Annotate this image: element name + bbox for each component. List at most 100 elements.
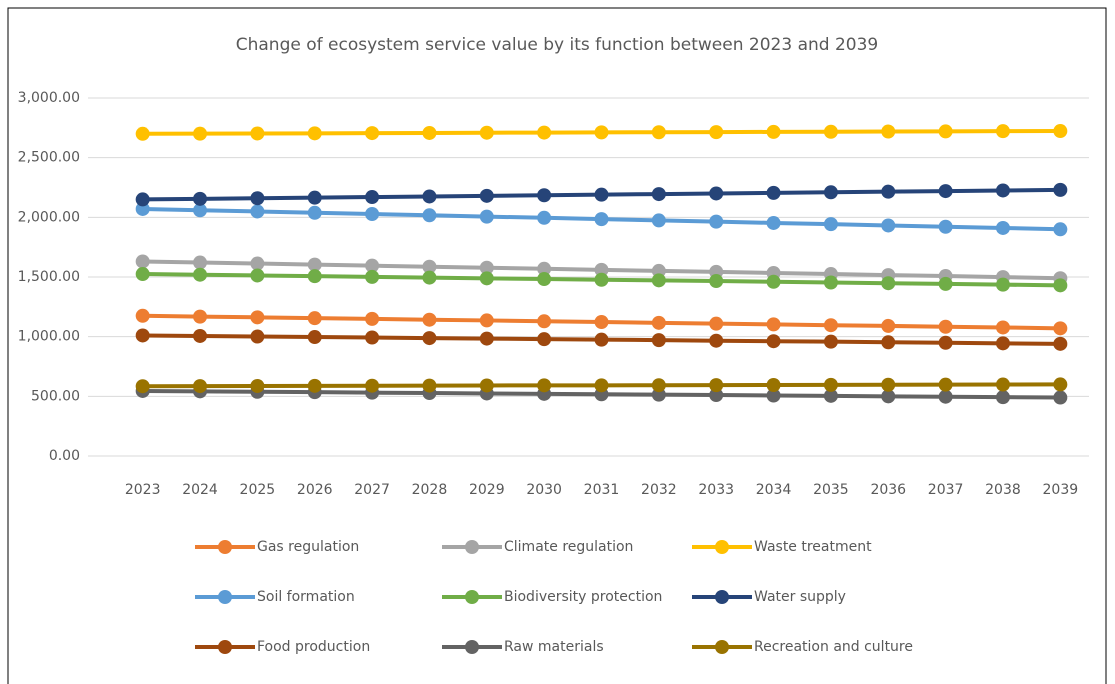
data-point: [766, 185, 781, 200]
data-point: [881, 218, 896, 233]
x-tick-label: 2025: [240, 482, 276, 498]
data-point: [365, 311, 380, 326]
data-point: [193, 126, 208, 141]
data-point: [365, 330, 380, 345]
legend-label: Climate regulation: [504, 539, 633, 555]
data-point: [537, 125, 552, 140]
data-point: [766, 334, 781, 349]
data-point: [479, 313, 494, 328]
data-point: [135, 328, 150, 343]
data-point: [594, 378, 609, 393]
data-point: [135, 308, 150, 323]
data-point: [307, 205, 322, 220]
data-point: [709, 316, 724, 331]
x-tick-label: 2032: [641, 482, 677, 498]
x-tick-label: 2030: [526, 482, 562, 498]
data-point: [135, 267, 150, 282]
data-point: [995, 336, 1010, 351]
legend-label: Food production: [257, 639, 370, 655]
data-point: [881, 335, 896, 350]
data-point: [651, 125, 666, 140]
data-point: [422, 270, 437, 285]
data-point: [250, 191, 265, 206]
data-point: [766, 274, 781, 289]
data-point: [193, 255, 208, 270]
data-point: [594, 262, 609, 277]
data-point: [823, 388, 838, 403]
data-point: [365, 258, 380, 273]
x-tick-label: 2038: [985, 482, 1021, 498]
y-tick-label: 3,000.00: [18, 90, 80, 106]
x-tick-label: 2031: [584, 482, 620, 498]
x-tick-label: 2033: [698, 482, 734, 498]
y-tick-label: 0.00: [49, 448, 80, 464]
y-tick-label: 2,500.00: [18, 150, 80, 166]
data-point: [709, 388, 724, 403]
legend-marker: [465, 590, 479, 604]
data-point: [594, 332, 609, 347]
x-tick-label: 2026: [297, 482, 333, 498]
data-point: [709, 214, 724, 229]
data-point: [135, 254, 150, 269]
x-tick-label: 2037: [928, 482, 964, 498]
x-tick-label: 2034: [756, 482, 792, 498]
data-point: [135, 192, 150, 207]
data-point: [766, 215, 781, 230]
data-point: [881, 276, 896, 291]
data-point: [479, 125, 494, 140]
data-point: [823, 334, 838, 349]
y-tick-label: 1,000.00: [18, 329, 80, 345]
data-point: [250, 310, 265, 325]
legend-label: Water supply: [754, 589, 846, 605]
legend-label: Recreation and culture: [754, 639, 913, 655]
legend-label: Biodiversity protection: [504, 589, 662, 605]
data-point: [938, 219, 953, 234]
data-point: [365, 378, 380, 393]
legend-marker: [465, 640, 479, 654]
data-point: [193, 203, 208, 218]
data-point: [938, 124, 953, 139]
data-point: [823, 124, 838, 139]
data-point: [938, 184, 953, 199]
data-point: [995, 377, 1010, 392]
x-tick-label: 2027: [354, 482, 390, 498]
data-point: [479, 271, 494, 286]
data-point: [651, 187, 666, 202]
data-point: [651, 273, 666, 288]
data-point: [594, 212, 609, 227]
data-point: [422, 208, 437, 223]
data-point: [307, 190, 322, 205]
data-point: [479, 378, 494, 393]
data-point: [537, 332, 552, 347]
data-point: [422, 125, 437, 140]
x-tick-label: 2024: [182, 482, 218, 498]
data-point: [479, 209, 494, 224]
x-tick-label: 2023: [125, 482, 161, 498]
x-tick-label: 2028: [412, 482, 448, 498]
data-point: [709, 125, 724, 140]
x-tick-label: 2029: [469, 482, 505, 498]
legend-marker: [218, 640, 232, 654]
data-point: [651, 378, 666, 393]
legend-label: Waste treatment: [754, 539, 872, 555]
data-point: [938, 377, 953, 392]
data-point: [823, 185, 838, 200]
data-point: [709, 274, 724, 289]
data-point: [537, 210, 552, 225]
data-point: [193, 328, 208, 343]
data-point: [709, 378, 724, 393]
data-point: [250, 126, 265, 141]
data-point: [1053, 336, 1068, 351]
data-point: [537, 314, 552, 329]
data-point: [422, 331, 437, 346]
chart-frame: [7, 7, 1107, 684]
data-point: [651, 315, 666, 330]
data-point: [881, 318, 896, 333]
data-point: [881, 124, 896, 139]
data-point: [537, 272, 552, 287]
data-point: [1053, 222, 1068, 237]
data-point: [365, 269, 380, 284]
data-point: [881, 377, 896, 392]
y-tick-label: 2,000.00: [18, 209, 80, 225]
data-point: [823, 377, 838, 392]
